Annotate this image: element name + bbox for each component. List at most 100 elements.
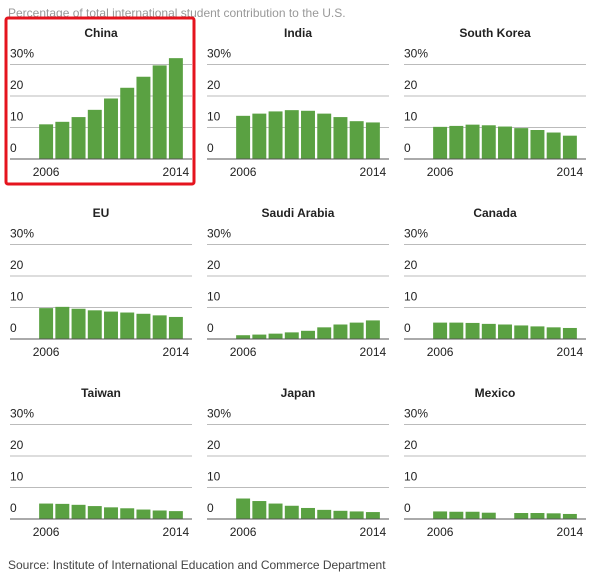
bar bbox=[252, 501, 267, 519]
x-tick-label: 2014 bbox=[557, 525, 584, 539]
bar bbox=[87, 310, 102, 339]
bar bbox=[530, 513, 545, 519]
bar bbox=[333, 510, 348, 519]
bar bbox=[514, 128, 529, 159]
x-tick-label: 2014 bbox=[557, 345, 584, 359]
bar bbox=[498, 126, 512, 159]
y-tick-label: 10 bbox=[207, 110, 221, 124]
bar bbox=[465, 511, 480, 519]
y-tick-label: 20 bbox=[10, 438, 24, 452]
bar bbox=[152, 65, 167, 159]
bar bbox=[365, 512, 380, 519]
bar bbox=[120, 312, 135, 339]
panel-title: Canada bbox=[473, 206, 517, 220]
bar bbox=[530, 130, 545, 159]
bar bbox=[152, 315, 167, 339]
bar bbox=[71, 117, 86, 159]
bar bbox=[120, 87, 135, 159]
bar bbox=[252, 113, 267, 159]
y-tick-label: 10 bbox=[207, 470, 221, 484]
bar bbox=[55, 121, 70, 159]
y-tick-label: 10 bbox=[10, 110, 24, 124]
bar bbox=[317, 113, 332, 159]
bar bbox=[55, 306, 70, 339]
bar bbox=[236, 498, 251, 519]
y-tick-label: 20 bbox=[404, 438, 418, 452]
bar bbox=[365, 320, 380, 339]
y-tick-label: 30% bbox=[10, 227, 34, 241]
x-tick-label: 2006 bbox=[230, 165, 257, 179]
bar bbox=[284, 332, 299, 339]
bar bbox=[481, 323, 496, 339]
y-tick-label: 0 bbox=[207, 321, 214, 335]
panel-title: China bbox=[84, 26, 118, 40]
x-tick-label: 2006 bbox=[427, 165, 454, 179]
bar bbox=[268, 111, 283, 159]
y-tick-label: 20 bbox=[207, 78, 221, 92]
panel-title: South Korea bbox=[459, 26, 531, 40]
bar bbox=[136, 509, 151, 519]
y-tick-label: 0 bbox=[10, 141, 17, 155]
bar bbox=[268, 503, 283, 519]
x-tick-label: 2006 bbox=[33, 345, 60, 359]
y-tick-label: 10 bbox=[10, 470, 24, 484]
y-tick-label: 30% bbox=[207, 47, 231, 61]
bar bbox=[168, 316, 183, 339]
bar bbox=[349, 322, 364, 339]
y-tick-label: 20 bbox=[404, 78, 418, 92]
bar bbox=[104, 98, 118, 159]
bar bbox=[317, 327, 332, 339]
y-tick-label: 30% bbox=[404, 227, 428, 241]
bar bbox=[433, 322, 448, 339]
bar bbox=[284, 110, 299, 159]
bar bbox=[546, 327, 561, 339]
bar bbox=[71, 308, 86, 339]
bar bbox=[562, 135, 577, 159]
bar bbox=[136, 313, 151, 339]
y-tick-label: 30% bbox=[207, 407, 231, 421]
bar bbox=[55, 503, 70, 519]
y-tick-label: 30% bbox=[10, 47, 34, 61]
bar bbox=[87, 506, 102, 519]
bar bbox=[365, 122, 380, 159]
x-tick-label: 2014 bbox=[360, 165, 387, 179]
bar bbox=[301, 507, 315, 519]
highlight-box bbox=[4, 16, 196, 186]
y-tick-label: 0 bbox=[404, 141, 411, 155]
bar bbox=[317, 509, 332, 519]
bar bbox=[433, 126, 448, 159]
y-tick-label: 10 bbox=[207, 290, 221, 304]
y-tick-label: 30% bbox=[404, 47, 428, 61]
bar bbox=[546, 132, 561, 159]
y-tick-label: 20 bbox=[207, 258, 221, 272]
source-note: Source: Institute of International Educa… bbox=[8, 558, 386, 572]
y-tick-label: 0 bbox=[404, 321, 411, 335]
panel-title: EU bbox=[93, 206, 110, 220]
bar bbox=[449, 125, 464, 159]
y-tick-label: 0 bbox=[207, 501, 214, 515]
bar bbox=[349, 121, 364, 159]
bar bbox=[152, 510, 167, 519]
bar bbox=[481, 512, 496, 519]
bar bbox=[136, 76, 151, 159]
bar bbox=[168, 511, 183, 519]
y-tick-label: 30% bbox=[10, 407, 34, 421]
panel-title: India bbox=[284, 26, 312, 40]
y-tick-label: 0 bbox=[10, 501, 17, 515]
bar bbox=[120, 508, 135, 519]
bar bbox=[333, 117, 348, 159]
bar bbox=[168, 58, 183, 159]
bar bbox=[104, 311, 118, 339]
y-tick-label: 20 bbox=[10, 258, 24, 272]
x-tick-label: 2006 bbox=[33, 525, 60, 539]
panel-title: Japan bbox=[281, 386, 316, 400]
y-tick-label: 20 bbox=[404, 258, 418, 272]
bar bbox=[514, 513, 529, 519]
y-tick-label: 0 bbox=[207, 141, 214, 155]
bar bbox=[465, 322, 480, 339]
y-tick-label: 0 bbox=[404, 501, 411, 515]
bar bbox=[530, 326, 545, 339]
y-tick-label: 10 bbox=[10, 290, 24, 304]
y-tick-label: 0 bbox=[10, 321, 17, 335]
